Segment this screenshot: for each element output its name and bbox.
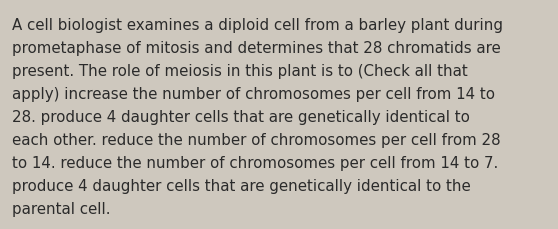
Text: present. The role of meiosis in this plant is to (Check all that: present. The role of meiosis in this pla… — [12, 64, 468, 79]
Text: each other. reduce the number of chromosomes per cell from 28: each other. reduce the number of chromos… — [12, 132, 501, 147]
Text: 28. produce 4 daughter cells that are genetically identical to: 28. produce 4 daughter cells that are ge… — [12, 109, 470, 124]
Text: parental cell.: parental cell. — [12, 201, 110, 216]
Text: to 14. reduce the number of chromosomes per cell from 14 to 7.: to 14. reduce the number of chromosomes … — [12, 155, 498, 170]
Text: produce 4 daughter cells that are genetically identical to the: produce 4 daughter cells that are geneti… — [12, 178, 471, 193]
Text: prometaphase of mitosis and determines that 28 chromatids are: prometaphase of mitosis and determines t… — [12, 41, 501, 56]
Text: apply) increase the number of chromosomes per cell from 14 to: apply) increase the number of chromosome… — [12, 87, 495, 101]
Text: A cell biologist examines a diploid cell from a barley plant during: A cell biologist examines a diploid cell… — [12, 18, 503, 33]
